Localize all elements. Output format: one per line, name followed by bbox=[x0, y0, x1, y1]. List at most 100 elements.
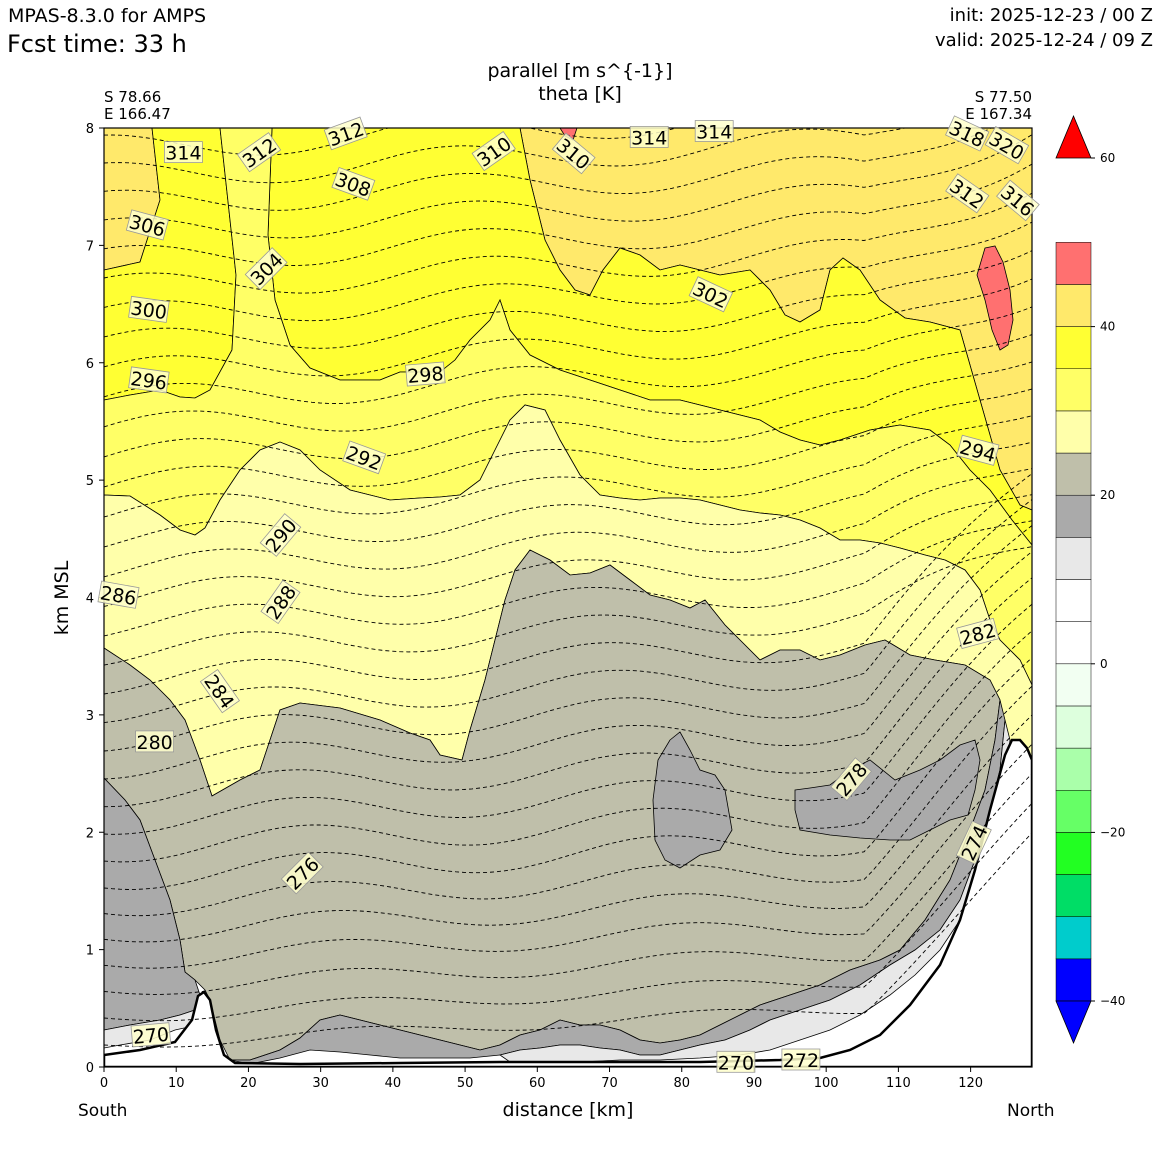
contour-label: 286 bbox=[97, 580, 140, 610]
colorbar-segment bbox=[1055, 326, 1092, 370]
contour-label: 298 bbox=[405, 361, 446, 388]
start-coordinates: S 78.66 E 166.47 bbox=[104, 89, 171, 123]
theta-contour bbox=[104, 306, 1032, 404]
contour-label-box bbox=[694, 120, 734, 142]
south-direction-label: South bbox=[78, 1101, 128, 1121]
colorbar-segment bbox=[1055, 621, 1092, 665]
start-longitude: E 166.47 bbox=[104, 105, 171, 123]
contour-label-box bbox=[956, 434, 1000, 466]
contour-label: 314 bbox=[629, 125, 669, 149]
contour-label-text: 314 bbox=[696, 122, 732, 144]
y-tick-label: 1 bbox=[86, 944, 94, 959]
contour-label: 312 bbox=[236, 132, 282, 173]
theta-contour bbox=[104, 551, 1032, 780]
chart-title: parallel [m s^{-1}] bbox=[487, 60, 673, 82]
colorbar-extend-top bbox=[1055, 114, 1092, 159]
init-time: init: 2025-12-23 / 00 Z bbox=[949, 5, 1153, 26]
end-coordinates: S 77.50 E 167.34 bbox=[965, 89, 1032, 123]
colorbar-segment bbox=[1055, 958, 1092, 1002]
x-tick-label: 80 bbox=[673, 1076, 690, 1091]
y-tick-label: 8 bbox=[86, 122, 94, 137]
theta-contour bbox=[104, 250, 1032, 349]
contour-label-text: 300 bbox=[129, 297, 168, 324]
contour-label-box bbox=[629, 125, 669, 148]
contour-label-box bbox=[163, 141, 203, 164]
contour-label-box bbox=[945, 115, 990, 152]
axis-ticks: 0 10 20 30 40 50 60 70 80 90 100 110 120 0 1 2 3 4 5 6 7 8 bbox=[86, 122, 983, 1091]
plot-area bbox=[104, 128, 1032, 1067]
theta-contour bbox=[104, 221, 1032, 322]
contour-label-box bbox=[955, 820, 992, 865]
theta-contour bbox=[104, 473, 1032, 695]
contour-label-box bbox=[830, 757, 872, 801]
theta-contour bbox=[104, 685, 1032, 917]
colorbar-tick-label: −40 bbox=[1100, 994, 1125, 1008]
colorbar-extend-bottom bbox=[1055, 1000, 1092, 1045]
theta-contour bbox=[104, 714, 1032, 943]
contour-label-box bbox=[280, 851, 324, 895]
contour-label-box bbox=[199, 668, 240, 714]
north-direction-label: North bbox=[1007, 1101, 1055, 1121]
colorbar-segment bbox=[1055, 790, 1092, 833]
theta-contour bbox=[104, 499, 1032, 724]
colorbar-segment bbox=[1055, 537, 1092, 580]
x-tick-label: 10 bbox=[168, 1076, 185, 1091]
theta-contour bbox=[104, 334, 1032, 432]
y-tick-label: 4 bbox=[86, 592, 94, 607]
x-tick-label: 110 bbox=[886, 1076, 911, 1091]
y-axis-label: km MSL bbox=[51, 560, 73, 636]
theta-contour bbox=[104, 832, 1032, 1048]
theta-contour bbox=[104, 192, 1032, 294]
theta-contour bbox=[104, 415, 1032, 518]
theta-contour bbox=[104, 577, 1032, 808]
contour-label: 270 bbox=[716, 1050, 756, 1074]
end-longitude: E 167.34 bbox=[965, 105, 1032, 123]
contour-label: 318 bbox=[945, 115, 990, 152]
colorbar-tick-label: −20 bbox=[1100, 825, 1125, 839]
contour-label-box bbox=[551, 132, 596, 175]
contour-label-text: 272 bbox=[783, 1050, 819, 1072]
contour-label: 282 bbox=[956, 617, 1000, 650]
colorbar-segment bbox=[1055, 284, 1092, 327]
y-tick-label: 0 bbox=[86, 1061, 94, 1076]
colorbar-tick-label: 0 bbox=[1100, 657, 1108, 671]
x-tick-label: 50 bbox=[457, 1076, 474, 1091]
theta-contour bbox=[104, 441, 1032, 548]
theta-contour bbox=[104, 743, 1032, 969]
theta-contour bbox=[104, 603, 1032, 835]
theta-contour bbox=[104, 128, 993, 211]
x-axis-label: distance [km] bbox=[502, 1099, 634, 1121]
contour-label-box bbox=[128, 295, 170, 323]
contour-label: 280 bbox=[135, 730, 175, 754]
colorbar-segment bbox=[1055, 916, 1092, 960]
contour-label-box bbox=[97, 580, 140, 609]
colorbar-segment bbox=[1055, 579, 1092, 622]
colorbar-tick-label: 40 bbox=[1100, 320, 1115, 334]
y-tick-label: 5 bbox=[86, 474, 94, 489]
contour-label-box bbox=[130, 1022, 172, 1048]
theta-contour bbox=[104, 802, 1032, 1022]
x-tick-label: 90 bbox=[746, 1076, 763, 1091]
contour-label-box bbox=[945, 173, 990, 214]
y-tick-label: 7 bbox=[86, 239, 94, 254]
theta-contour bbox=[104, 388, 1032, 488]
contour-label-box bbox=[996, 179, 1040, 222]
contour-label-box bbox=[236, 132, 282, 173]
contour-label-box bbox=[260, 579, 301, 625]
contour-label-box bbox=[984, 126, 1030, 165]
colorbar-segment bbox=[1055, 747, 1092, 791]
theta-contour bbox=[104, 630, 1032, 863]
forecast-time: Fcst time: 33 h bbox=[7, 30, 187, 58]
theta-contour bbox=[104, 134, 1032, 239]
colorbar-tick-label: 20 bbox=[1100, 488, 1115, 502]
contour-label: 300 bbox=[128, 295, 170, 324]
contour-label-box bbox=[244, 247, 288, 290]
x-tick-label: 0 bbox=[100, 1076, 108, 1091]
colorbar-segment bbox=[1055, 494, 1092, 538]
contour-label-box bbox=[125, 209, 169, 241]
contour-label-box bbox=[471, 131, 516, 172]
x-tick-label: 60 bbox=[529, 1076, 546, 1091]
x-tick-label: 70 bbox=[601, 1076, 618, 1091]
